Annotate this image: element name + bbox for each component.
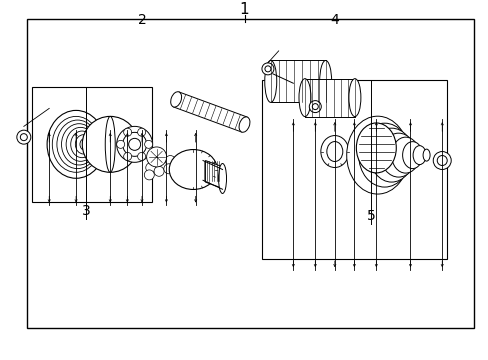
Bar: [270, 60, 325, 102]
Ellipse shape: [348, 78, 360, 117]
Circle shape: [149, 154, 159, 164]
Circle shape: [123, 128, 131, 136]
Ellipse shape: [105, 116, 115, 172]
Circle shape: [146, 147, 166, 167]
Circle shape: [122, 132, 146, 156]
Ellipse shape: [326, 141, 342, 162]
Ellipse shape: [412, 146, 425, 165]
Text: 2: 2: [137, 13, 146, 27]
Ellipse shape: [170, 92, 181, 107]
Polygon shape: [205, 161, 224, 189]
Circle shape: [144, 140, 152, 148]
Ellipse shape: [402, 141, 422, 168]
Ellipse shape: [319, 60, 331, 102]
Ellipse shape: [169, 149, 217, 189]
Ellipse shape: [47, 111, 105, 178]
Ellipse shape: [264, 60, 276, 102]
Ellipse shape: [346, 116, 408, 194]
Circle shape: [117, 140, 124, 148]
Circle shape: [312, 104, 318, 109]
Polygon shape: [173, 92, 247, 132]
Circle shape: [436, 156, 447, 166]
Ellipse shape: [358, 123, 410, 187]
Circle shape: [156, 159, 166, 169]
Bar: [27, 19, 473, 328]
Circle shape: [123, 152, 131, 161]
Bar: [261, 80, 446, 259]
Circle shape: [20, 134, 27, 141]
Circle shape: [82, 116, 138, 172]
Ellipse shape: [239, 117, 249, 132]
Circle shape: [154, 166, 163, 176]
Circle shape: [117, 126, 152, 162]
Circle shape: [145, 163, 156, 173]
Text: 5: 5: [366, 209, 375, 223]
Bar: [32, 87, 151, 202]
Ellipse shape: [391, 137, 419, 173]
Circle shape: [165, 156, 175, 166]
Ellipse shape: [320, 136, 348, 167]
Circle shape: [432, 152, 450, 170]
Text: 4: 4: [330, 13, 339, 27]
Bar: [305, 78, 354, 117]
Text: 1: 1: [239, 2, 249, 17]
Circle shape: [137, 128, 145, 136]
Text: 3: 3: [81, 204, 90, 218]
Circle shape: [144, 170, 154, 180]
Ellipse shape: [369, 128, 413, 182]
Ellipse shape: [298, 78, 310, 117]
Circle shape: [137, 152, 145, 161]
Ellipse shape: [356, 123, 395, 173]
Ellipse shape: [380, 133, 416, 177]
Circle shape: [264, 66, 270, 72]
Circle shape: [262, 63, 273, 75]
Circle shape: [309, 100, 321, 113]
Ellipse shape: [218, 163, 226, 193]
Circle shape: [17, 130, 31, 144]
Ellipse shape: [422, 149, 429, 161]
Circle shape: [163, 164, 173, 174]
Circle shape: [128, 138, 141, 150]
